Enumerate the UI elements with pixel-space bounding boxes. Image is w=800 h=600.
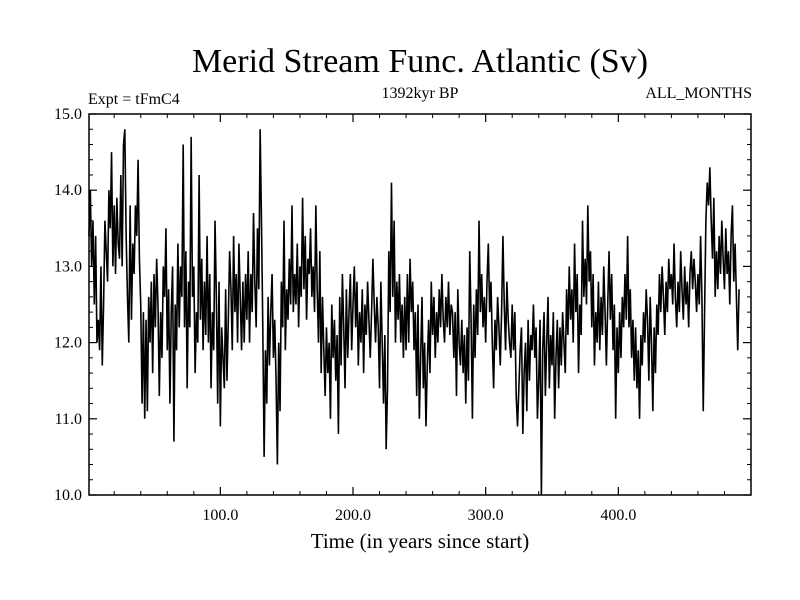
- y-tick-label: 12.0: [54, 335, 82, 352]
- x-tick-label: 300.0: [468, 507, 504, 524]
- series-line: [88, 129, 740, 496]
- y-tick-label: 11.0: [55, 411, 82, 428]
- plot-area: [88, 129, 740, 496]
- y-tick-label: 14.0: [54, 182, 82, 199]
- y-tick-label: 13.0: [54, 258, 82, 275]
- experiment-label: Expt = tFmC4: [88, 91, 180, 108]
- x-tick-label: 100.0: [202, 507, 238, 524]
- period-label: 1392kyr BP: [382, 85, 459, 102]
- plot-frame: [88, 113, 752, 496]
- x-axis-label: Time (in years since start): [311, 529, 530, 553]
- months-label: ALL_MONTHS: [645, 85, 752, 102]
- x-tick-label: 400.0: [600, 507, 636, 524]
- y-tick-label: 10.0: [54, 487, 82, 504]
- y-tick-label: 15.0: [54, 106, 82, 123]
- chart-title: Merid Stream Func. Atlantic (Sv): [192, 43, 648, 80]
- x-tick-label: 200.0: [335, 507, 371, 524]
